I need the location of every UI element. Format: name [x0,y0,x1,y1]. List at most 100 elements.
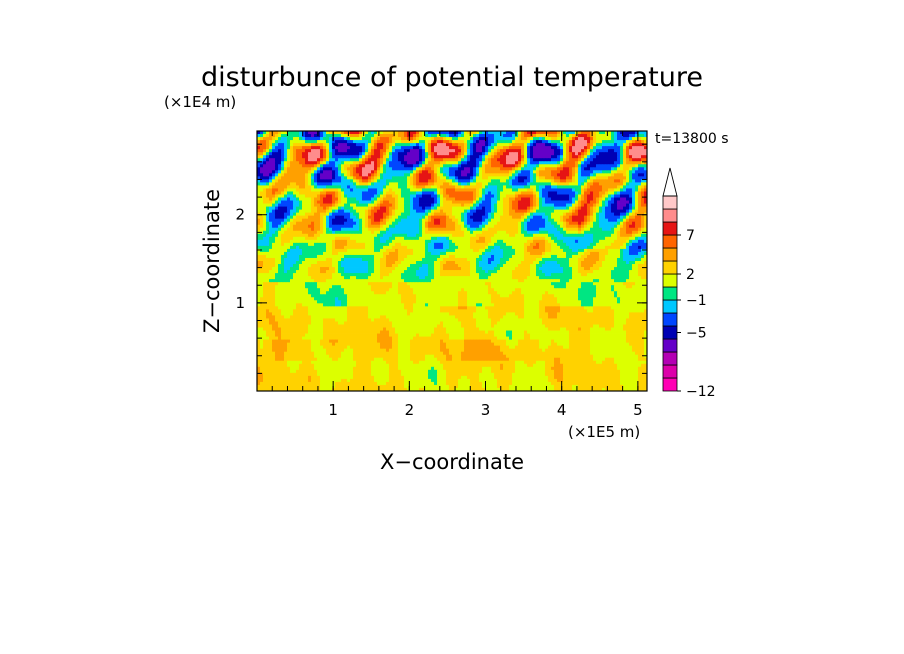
heatmap-cell [296,203,300,207]
heatmap-cell [422,140,426,144]
heatmap-cell [356,239,360,244]
heatmap-cell [575,239,579,244]
heatmap-cell [293,194,297,198]
heatmap-cell [632,200,636,204]
heatmap-cell [551,206,555,210]
heatmap-cell [542,221,546,226]
heatmap-cell [383,134,387,138]
heatmap-cell [377,140,381,144]
heatmap-cell [590,206,594,210]
heatmap-cell [389,149,393,153]
heatmap-cell [518,143,522,147]
heatmap-cell [464,146,468,150]
heatmap-cell [278,233,282,238]
heatmap-cell [407,143,411,147]
heatmap-cell [326,185,330,189]
heatmap-cell [455,227,459,232]
heatmap-cell [287,185,291,189]
heatmap-cell [374,167,378,171]
heatmap-cell [344,134,348,138]
heatmap-cell [443,140,447,144]
heatmap-cell [476,179,480,183]
heatmap-cell [470,152,474,156]
heatmap-cell [395,230,399,235]
heatmap-cell [332,131,336,135]
heatmap-cell [272,158,276,162]
heatmap-cell [491,203,495,207]
heatmap-cell [608,152,612,156]
heatmap-cell [503,143,507,147]
heatmap-cell [374,158,378,162]
heatmap-cell [554,242,558,247]
heatmap-cell [545,167,549,171]
heatmap-cell [575,182,579,186]
heatmap-cell [305,218,309,223]
heatmap-cell [458,233,462,238]
heatmap-cell [395,170,399,174]
heatmap-cell [356,179,360,183]
heatmap-cell [257,161,261,165]
heatmap-cell [533,134,537,138]
heatmap-cell [452,212,456,217]
heatmap-cell [365,182,369,186]
heatmap-cell [272,140,276,144]
heatmap-cell [305,203,309,207]
heatmap-cell [467,182,471,186]
heatmap-cell [272,152,276,156]
heatmap-cell [293,137,297,141]
heatmap-cell [425,167,429,171]
heatmap-cell [257,143,261,147]
heatmap-cell [335,194,339,198]
heatmap-cell [299,194,303,198]
heatmap-cell [524,215,528,220]
heatmap-cell [536,230,540,235]
heatmap-cell [389,167,393,171]
heatmap-cell [404,155,408,159]
heatmap-cell [491,236,495,241]
heatmap-cell [284,152,288,156]
heatmap-cell [464,188,468,192]
heatmap-cell [623,200,627,204]
heatmap-cell [257,209,261,214]
heatmap-cell [551,221,555,226]
heatmap-cell [302,137,306,141]
heatmap-cell [443,176,447,180]
heatmap-cell [518,218,522,223]
heatmap-cell [335,221,339,226]
heatmap-cell [512,140,516,144]
heatmap-cell [380,152,384,156]
heatmap-cell [542,140,546,144]
heatmap-cell [350,164,354,168]
heatmap-cell [617,179,621,183]
heatmap-cell [290,245,294,250]
heatmap-cell [563,233,567,238]
heatmap-cell [593,233,597,238]
heatmap-cell [311,134,315,138]
heatmap-cell [488,212,492,217]
heatmap-cell [350,149,354,153]
heatmap-cell [506,206,510,210]
heatmap-cell [509,146,513,150]
heatmap-cell [521,215,525,220]
heatmap-cell [287,224,291,229]
heatmap-cell [470,134,474,138]
heatmap-cell [644,209,647,214]
heatmap-cell [308,137,312,141]
heatmap-cell [497,182,501,186]
heatmap-cell [491,239,495,244]
heatmap-cell [452,185,456,189]
heatmap-cell [431,131,435,135]
heatmap-cell [338,206,342,210]
heatmap-cell [428,131,432,135]
heatmap-cell [644,158,647,162]
heatmap-cell [632,230,636,235]
heatmap-cell [326,206,330,210]
heatmap-cell [452,176,456,180]
heatmap-cell [407,182,411,186]
heatmap-cell [323,209,327,214]
heatmap-cell [638,218,642,223]
heatmap-cell [572,167,576,171]
heatmap-cell [362,179,366,183]
heatmap-cell [323,206,327,210]
heatmap-cell [284,170,288,174]
